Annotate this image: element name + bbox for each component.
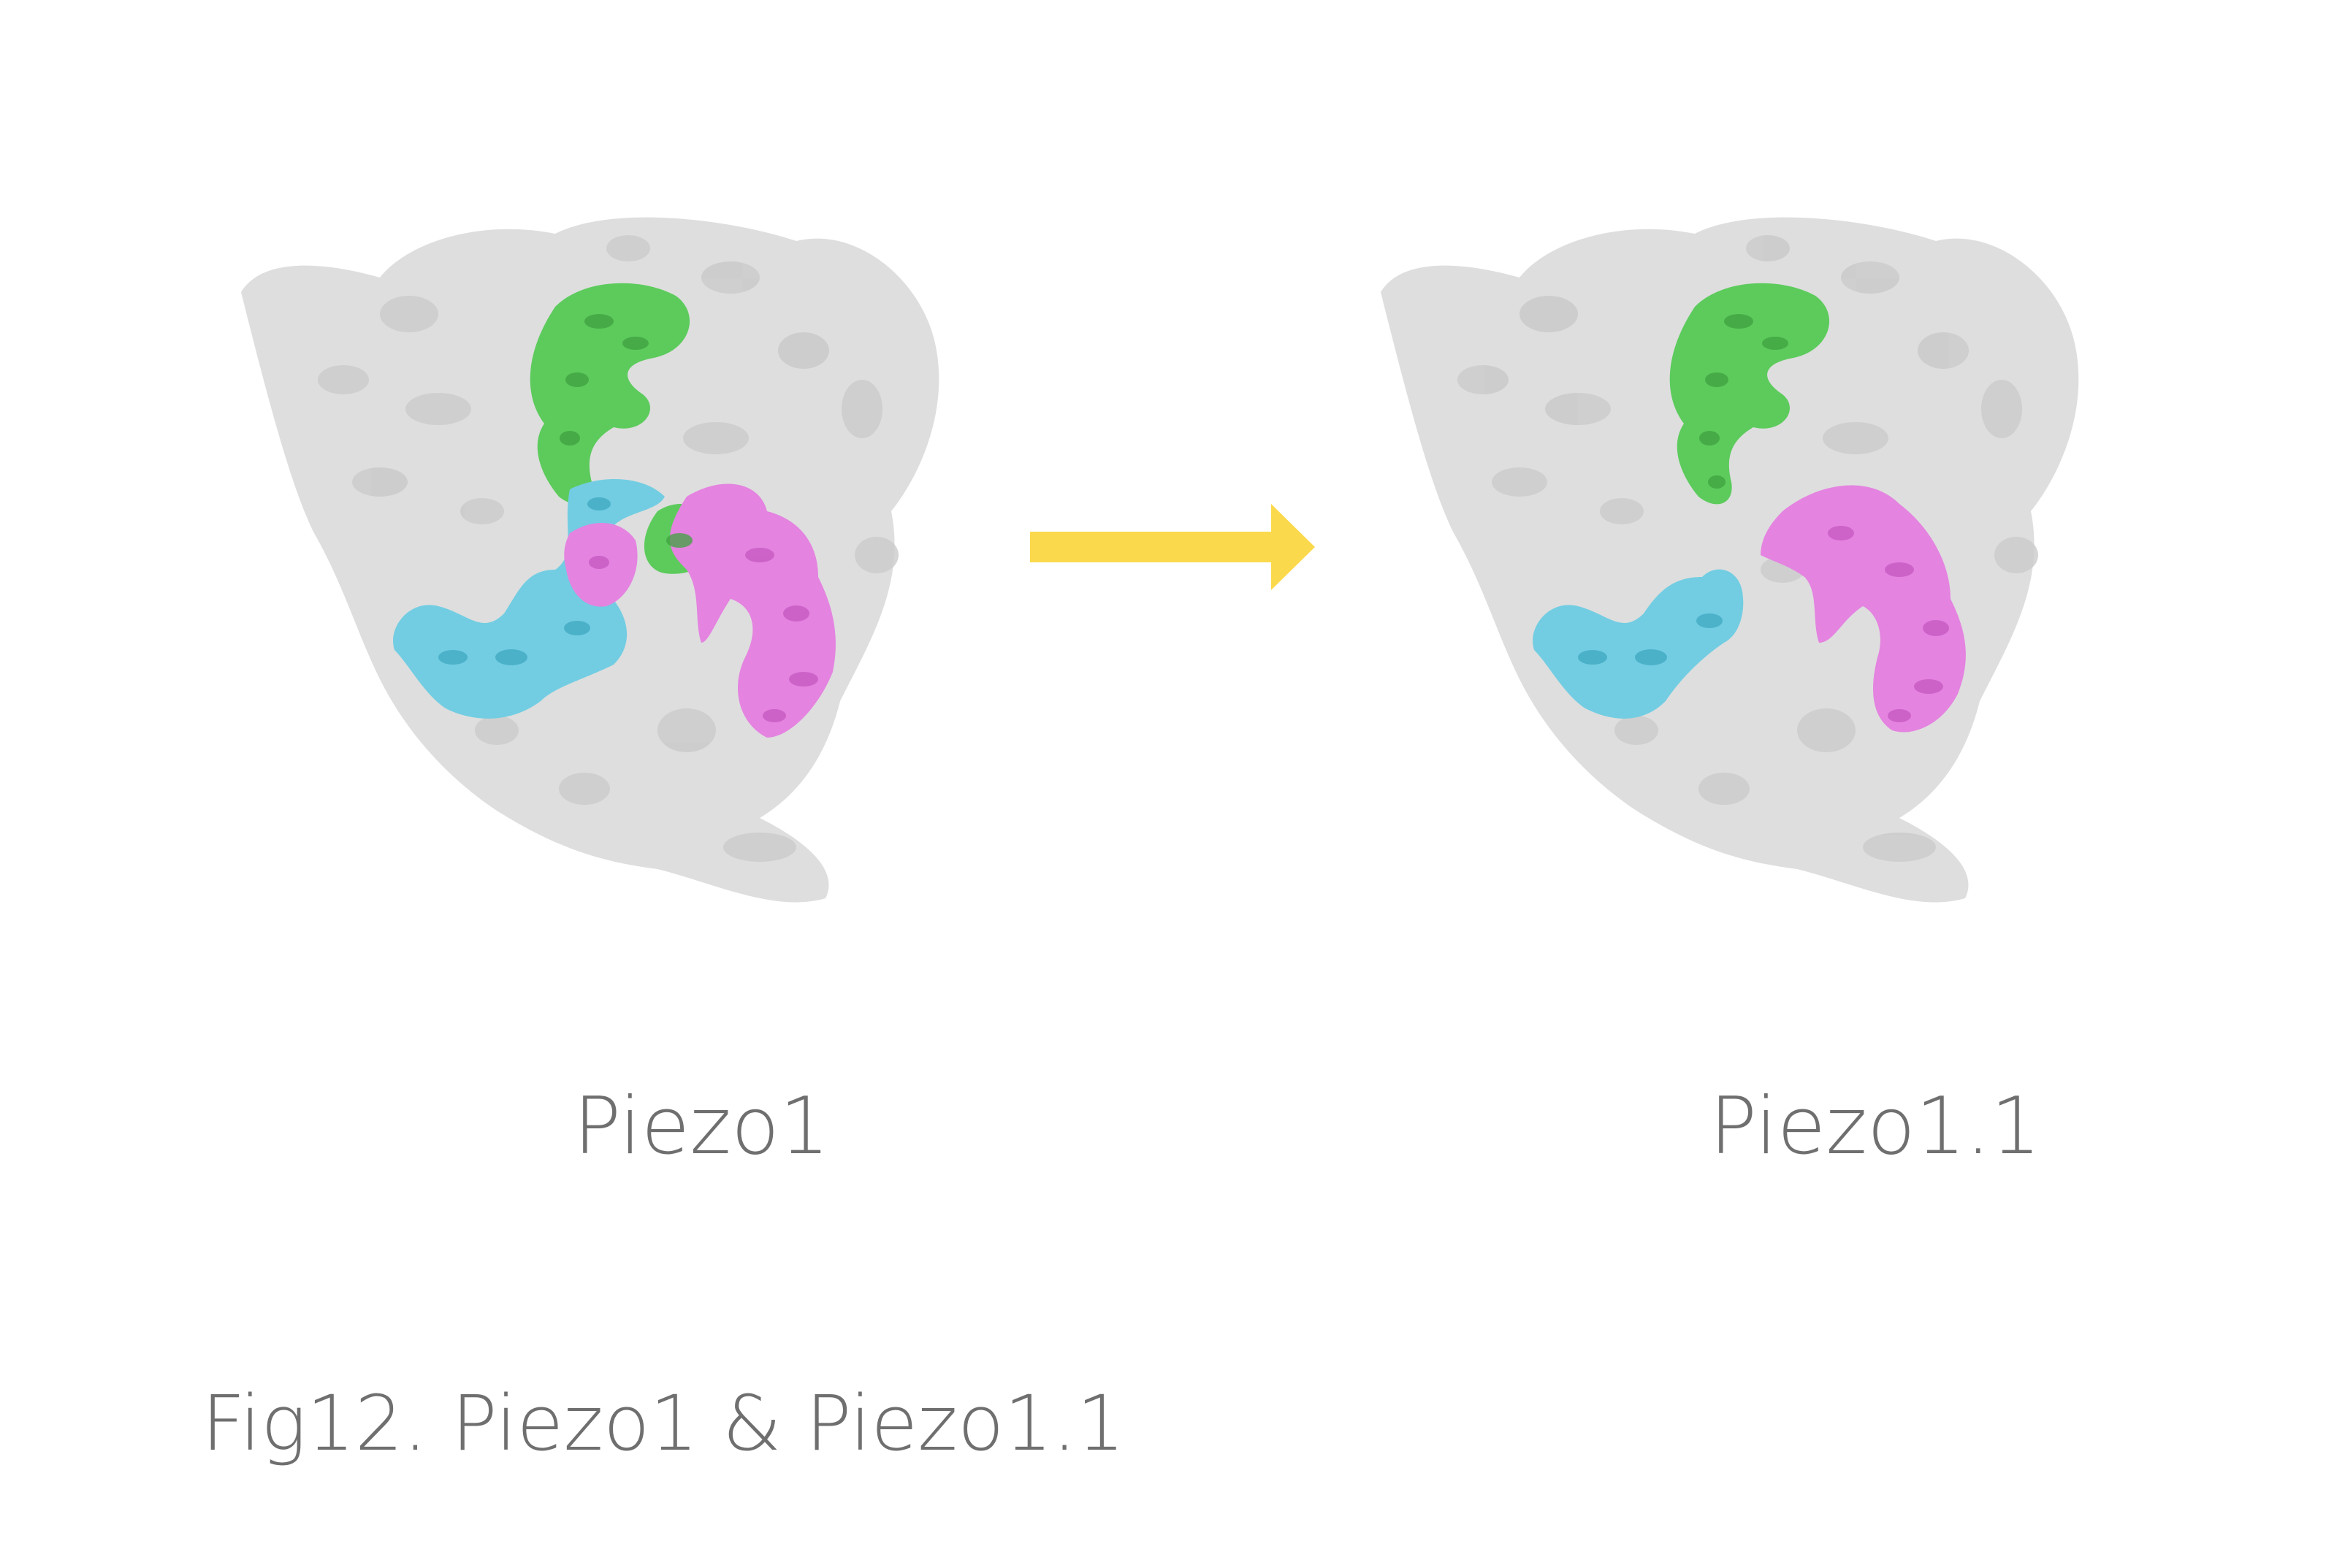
arrow-head [1271,504,1315,590]
piezo1-label: Piezo1 [573,1081,830,1172]
piezo1-1-cyan-subunit [1533,569,1744,719]
piezo1-subunit-texture [438,314,818,722]
arrow-shaft [1030,532,1278,562]
piezo1-1-body-texture [1457,235,2038,862]
piezo1-1-subunit-texture [1578,314,1949,722]
piezo1-green-subunit [530,283,690,505]
transition-arrow [1030,504,1315,590]
piezo1-1-label: Piezo1.1 [1709,1081,2041,1172]
piezo1-1-magenta-subunit [1761,485,1966,733]
piezo1-1-structure [1381,217,2079,903]
piezo1-1-green-subunit [1669,283,1830,505]
piezo1-body-texture [318,235,899,862]
piezo1-structure [241,217,939,903]
figure-caption: Fig12. Piezo1 & Piezo1.1 [202,1379,1125,1468]
